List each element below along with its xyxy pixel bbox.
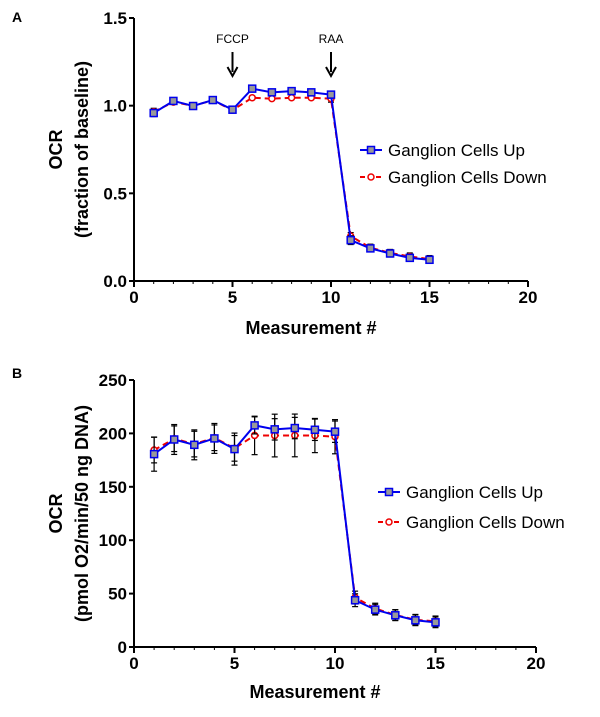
data-point [385, 249, 395, 258]
legend-item: Ganglion Cells Up [360, 141, 525, 160]
data-point [230, 444, 239, 454]
series-ganglion-cells-up [149, 416, 440, 629]
data-point [431, 618, 440, 627]
y-tick-label: 1.0 [103, 97, 127, 116]
data-point [248, 94, 256, 102]
legend-label: Ganglion Cells Up [388, 141, 525, 160]
data-point [190, 440, 199, 450]
arrowhead-icon [226, 66, 239, 79]
series-ganglion-cells-up [149, 84, 434, 265]
data-point [290, 423, 300, 433]
data-point [346, 235, 355, 245]
data-point [149, 449, 159, 459]
x-tick-label: 15 [420, 288, 439, 307]
panel-label: B [12, 365, 22, 381]
data-point [326, 90, 336, 99]
data-point [250, 421, 259, 430]
x-axis-title: Measurement # [245, 318, 376, 338]
legend-marker [384, 487, 394, 497]
x-tick-label: 20 [519, 288, 538, 307]
annotation-label: RAA [319, 32, 344, 46]
y-axis-title: OCR [46, 130, 66, 170]
data-point [267, 88, 277, 97]
data-point [228, 105, 237, 114]
legend-item: Ganglion Cells Down [360, 168, 547, 187]
data-point [208, 95, 218, 105]
series-line [153, 434, 436, 623]
y-tick-label: 100 [99, 531, 127, 550]
data-point [350, 595, 360, 605]
data-point [425, 255, 434, 265]
legend-marker [366, 145, 376, 155]
panel-label: A [12, 9, 22, 25]
legend-item: Ganglion Cells Up [378, 483, 543, 502]
data-point [391, 611, 400, 620]
data-point [270, 425, 279, 434]
y-tick-label: 0 [118, 638, 127, 657]
legend-marker [385, 518, 393, 526]
legend-label: Ganglion Cells Up [406, 483, 543, 502]
x-tick-label: 5 [230, 654, 239, 673]
x-tick-label: 10 [326, 654, 345, 673]
x-tick-label: 0 [129, 288, 138, 307]
data-point [330, 427, 340, 436]
data-point [169, 96, 178, 106]
data-point [247, 84, 257, 93]
y-tick-label: 0.0 [103, 272, 127, 291]
x-axis-title: Measurement # [249, 682, 380, 702]
data-point [370, 605, 380, 614]
data-point [287, 86, 296, 96]
data-point [366, 244, 375, 253]
legend-item: Ganglion Cells Down [378, 513, 565, 532]
y-axis-subtitle: (pmol O2/min/50 ng DNA) [72, 405, 92, 622]
annotation-label: FCCP [216, 32, 249, 46]
data-point [287, 94, 296, 102]
y-tick-label: 0.5 [103, 184, 127, 203]
y-tick-label: 50 [108, 585, 127, 604]
y-tick-label: 150 [99, 478, 127, 497]
data-point [169, 435, 179, 444]
y-axis-subtitle: (fraction of baseline) [72, 61, 92, 238]
x-tick-label: 20 [527, 654, 546, 673]
y-tick-label: 250 [99, 371, 127, 390]
data-point [307, 88, 316, 97]
data-point [210, 434, 219, 443]
data-point [411, 616, 420, 625]
panel-b: B 0 50 100 150 200 250 0 5 10 15 20 Measurement # OCR… [12, 365, 565, 702]
data-point [310, 425, 320, 435]
legend-label: Ganglion Cells Down [406, 513, 565, 532]
x-tick-label: 5 [228, 288, 237, 307]
legend-label: Ganglion Cells Down [388, 168, 547, 187]
arrowhead-icon [325, 66, 337, 79]
x-tick-label: 10 [322, 288, 341, 307]
data-point [405, 253, 415, 263]
x-tick-label: 15 [426, 654, 445, 673]
legend-marker [367, 173, 375, 181]
y-tick-label: 200 [99, 424, 127, 443]
data-point [149, 108, 158, 118]
panel-a: A 0.0 0.5 1.0 1.5 0 5 10 15 20 Measurement # OCR (fr… [12, 9, 547, 338]
x-tick-label: 0 [129, 654, 138, 673]
y-axis-title: OCR [46, 494, 66, 534]
data-point [188, 101, 198, 111]
y-tick-label: 1.5 [103, 9, 127, 28]
